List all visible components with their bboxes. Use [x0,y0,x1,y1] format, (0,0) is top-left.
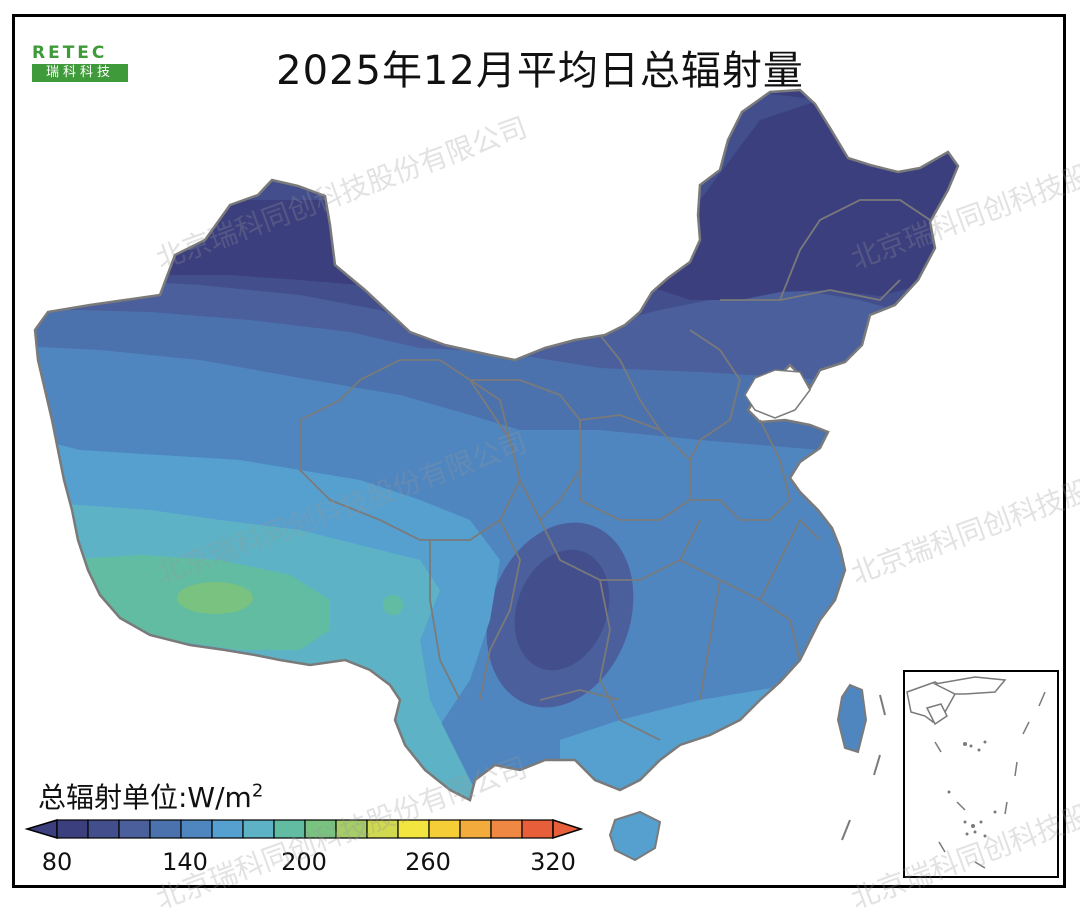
colorbar-arrow-high [552,818,584,840]
legend-tick-320: 320 [530,848,576,876]
colorbar-segment [211,819,244,839]
colorbar-segment [149,819,182,839]
legend-tick-140: 140 [162,848,208,876]
colorbar-segment [304,819,337,839]
inset-map [906,676,1046,869]
colorbar-arrow-low [24,818,58,840]
china-radiation-map [24,88,960,862]
south-china-sea-inset [903,670,1059,878]
logo-text-bottom: 瑞科科技 [32,64,128,82]
legend-unit-superscript: 2 [251,780,264,802]
bohai-sea [744,369,811,419]
colorbar-segment [366,819,399,839]
map-title: 2025年12月平均日总辐射量 [276,48,804,94]
retec-logo: RETEC 瑞科科技 [32,44,128,82]
colorbar-segment [428,819,461,839]
colorbar-segment [242,819,275,839]
legend-tick-200: 200 [281,848,327,876]
colorbar-segment [273,819,306,839]
legend-tick-80: 80 [41,848,73,876]
colorbar-segment [180,819,213,839]
legend-tick-260: 260 [405,848,451,876]
colorbar-segment [335,819,368,839]
taiwan-island [836,683,868,754]
sea-boundary-dashes [841,694,886,841]
legend-unit-text: 总辐射单位:W/m [38,781,252,814]
colorbar-segment [521,819,554,839]
colorbar-segment [87,819,120,839]
colorbar-segment [56,819,89,839]
colorbar-segment [459,819,492,839]
colorbar-segment [397,819,430,839]
logo-text-top: RETEC [32,43,108,63]
province-boundaries [299,199,931,741]
colorbar-segment [118,819,151,839]
hainan-island [608,810,662,862]
colorbar-segment [490,819,523,839]
legend-colorbar [24,818,584,840]
legend-unit-label: 总辐射单位:W/m2 [38,776,263,816]
